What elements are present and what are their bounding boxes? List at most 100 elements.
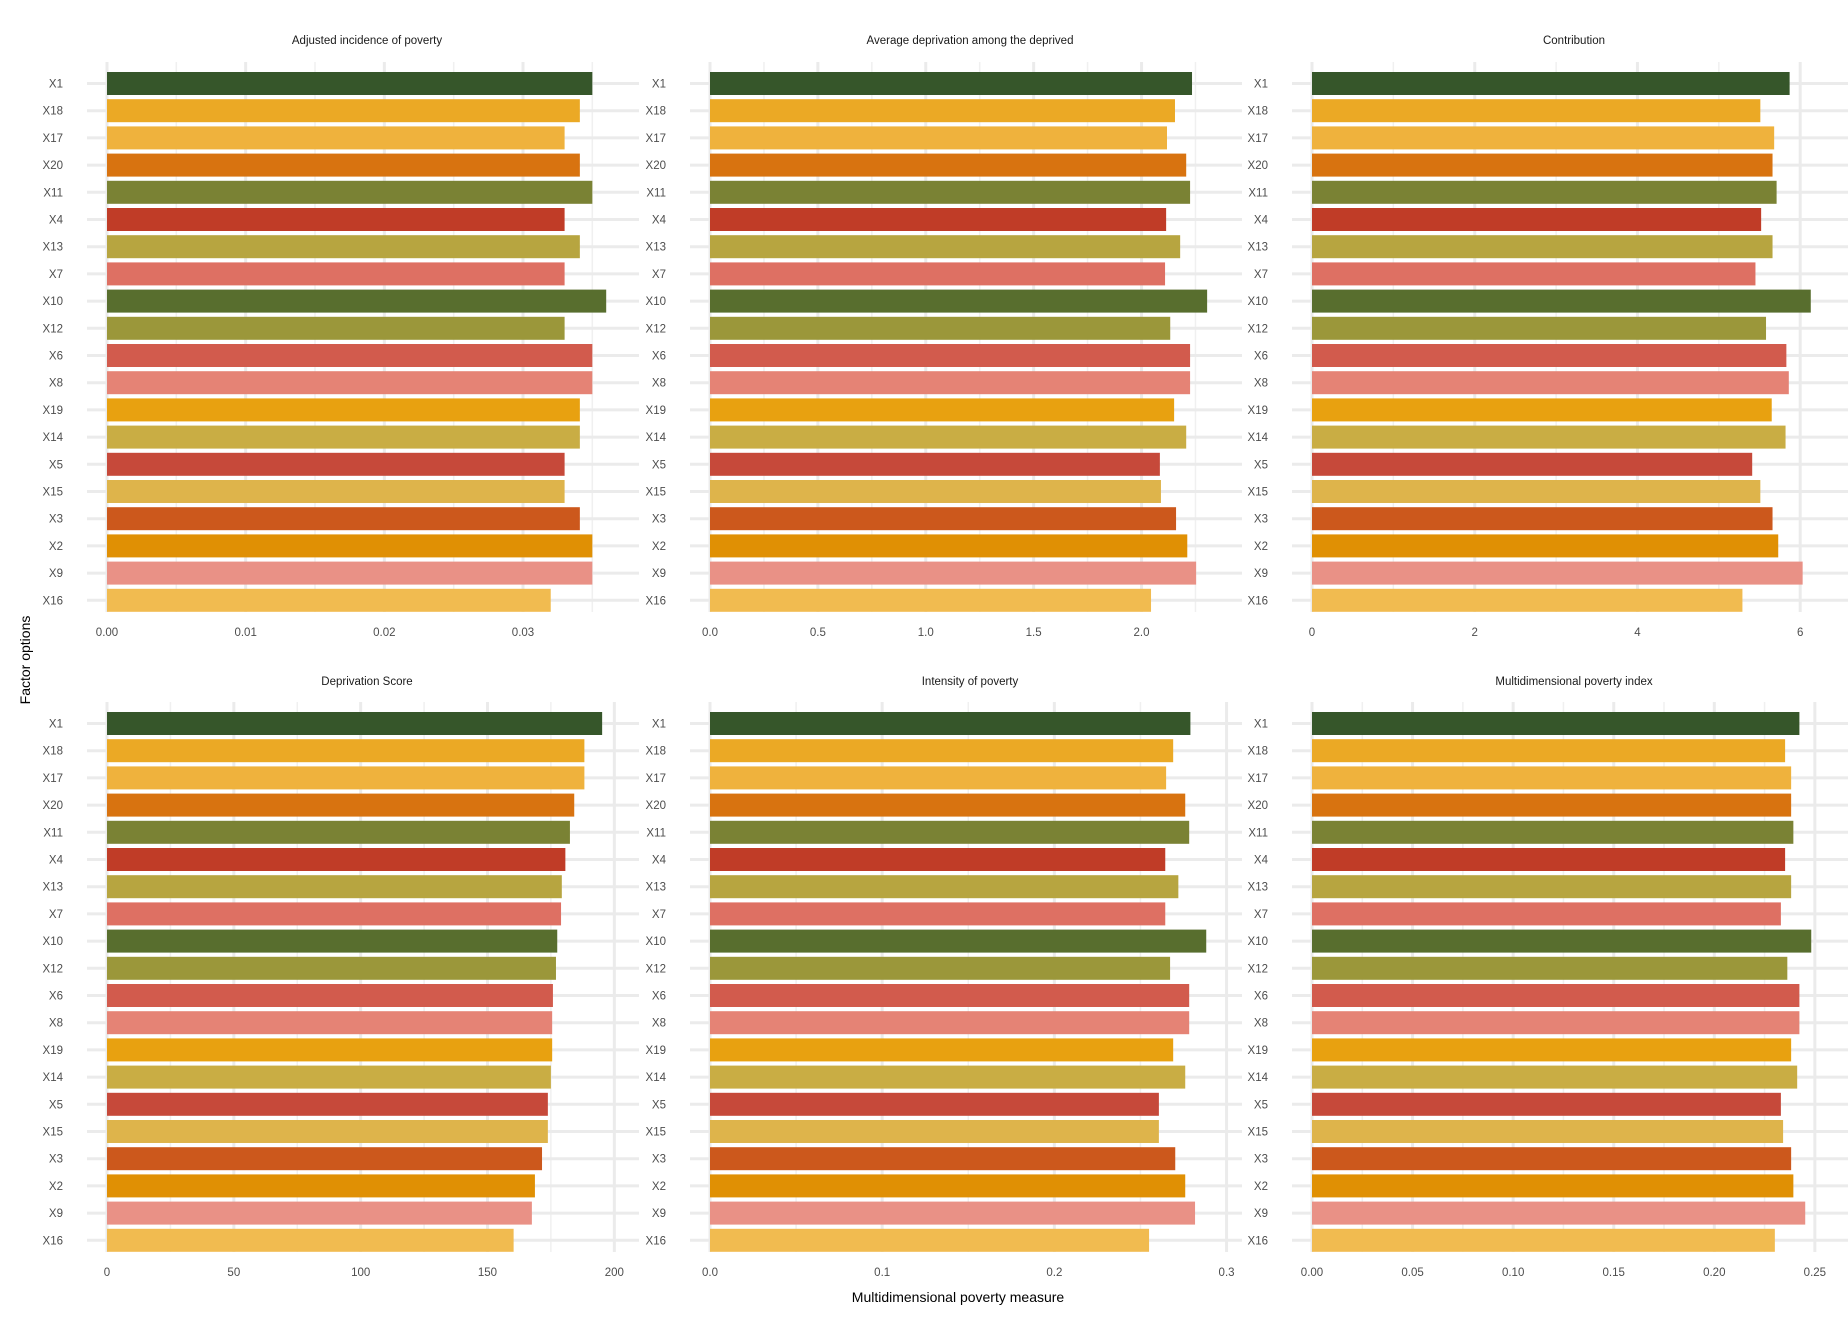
bar-X11 bbox=[1312, 180, 1777, 204]
category-label: X6 bbox=[1254, 991, 1268, 1003]
bar-X19 bbox=[107, 398, 580, 422]
category-label: X19 bbox=[1248, 1045, 1268, 1057]
bar-X3 bbox=[1312, 1147, 1792, 1171]
category-label: X4 bbox=[1254, 855, 1269, 867]
bar-X4 bbox=[107, 208, 565, 231]
panel-title: Intensity of poverty bbox=[922, 676, 1019, 688]
category-label: X5 bbox=[652, 1099, 666, 1111]
category-label: X20 bbox=[43, 800, 63, 812]
bar-X20 bbox=[1312, 793, 1792, 817]
bar-X15 bbox=[107, 480, 565, 503]
category-label: X6 bbox=[49, 351, 63, 363]
bar-X6 bbox=[1312, 984, 1800, 1007]
category-label: X12 bbox=[43, 323, 63, 335]
bar-X15 bbox=[1312, 480, 1761, 503]
category-label: X12 bbox=[1248, 963, 1268, 975]
category-label: X18 bbox=[43, 746, 63, 758]
x-tick-label: 0.2 bbox=[1046, 1267, 1062, 1279]
category-label: X18 bbox=[43, 106, 63, 118]
bar-X15 bbox=[710, 1120, 1159, 1143]
category-label: X1 bbox=[652, 719, 666, 731]
bar-X14 bbox=[710, 1065, 1186, 1089]
x-tick-label: 0.01 bbox=[234, 627, 256, 639]
bar-X5 bbox=[107, 1092, 548, 1116]
bar-X13 bbox=[1312, 235, 1773, 259]
bar-X1 bbox=[107, 712, 603, 735]
bar-X14 bbox=[1312, 425, 1786, 449]
bar-X12 bbox=[107, 316, 565, 340]
bar-X5 bbox=[107, 452, 565, 476]
category-label: X10 bbox=[1248, 296, 1268, 308]
category-label: X16 bbox=[1248, 595, 1268, 607]
category-label: X12 bbox=[646, 963, 666, 975]
bar-X3 bbox=[1312, 507, 1773, 531]
x-tick-label: 0.05 bbox=[1401, 1267, 1423, 1279]
category-label: X15 bbox=[646, 487, 666, 499]
bar-X6 bbox=[710, 984, 1190, 1007]
category-label: X14 bbox=[43, 432, 64, 444]
category-label: X3 bbox=[49, 514, 63, 526]
bar-X12 bbox=[1312, 956, 1788, 980]
bar-X18 bbox=[710, 739, 1174, 763]
category-label: X3 bbox=[1254, 514, 1268, 526]
bar-X9 bbox=[1312, 1201, 1806, 1225]
category-label: X15 bbox=[43, 487, 63, 499]
bar-X18 bbox=[710, 99, 1175, 123]
bar-X5 bbox=[1312, 452, 1753, 476]
panel-title: Multidimensional poverty index bbox=[1495, 676, 1652, 688]
category-label: X15 bbox=[1248, 1127, 1268, 1139]
category-label: X2 bbox=[1254, 1181, 1268, 1193]
bar-X4 bbox=[1312, 208, 1762, 231]
x-tick-label: 0.20 bbox=[1703, 1267, 1725, 1279]
bar-X4 bbox=[107, 848, 566, 871]
category-label: X7 bbox=[1254, 909, 1268, 921]
category-label: X5 bbox=[1254, 459, 1268, 471]
category-label: X10 bbox=[646, 936, 666, 948]
y-axis-title: Factor options bbox=[17, 616, 33, 705]
category-label: X14 bbox=[1248, 432, 1269, 444]
x-tick-label: 0 bbox=[1309, 627, 1315, 639]
category-label: X4 bbox=[49, 215, 64, 227]
bar-X2 bbox=[1312, 1174, 1794, 1198]
bar-X17 bbox=[1312, 126, 1775, 150]
panel-title: Contribution bbox=[1543, 35, 1605, 47]
category-label: X7 bbox=[49, 269, 63, 281]
bar-X20 bbox=[1312, 153, 1773, 177]
category-label: X4 bbox=[652, 855, 667, 867]
bar-X11 bbox=[710, 820, 1190, 844]
bar-X7 bbox=[710, 902, 1166, 926]
category-label: X17 bbox=[43, 133, 63, 145]
category-label: X19 bbox=[646, 1045, 666, 1057]
category-label: X14 bbox=[43, 1072, 64, 1084]
category-label: X2 bbox=[652, 1181, 666, 1193]
bar-X2 bbox=[107, 1174, 535, 1198]
bar-X6 bbox=[1312, 344, 1787, 367]
bar-X9 bbox=[710, 1201, 1196, 1225]
bar-X7 bbox=[107, 902, 562, 926]
panel-1: Adjusted incidence of povertyX1X18X17X20… bbox=[43, 35, 639, 639]
category-label: X20 bbox=[1248, 800, 1268, 812]
x-tick-label: 0.00 bbox=[96, 627, 118, 639]
x-tick-label: 50 bbox=[227, 1267, 240, 1279]
category-label: X3 bbox=[1254, 1154, 1268, 1166]
category-label: X6 bbox=[652, 351, 666, 363]
bar-X13 bbox=[710, 235, 1181, 259]
panel-2: Average deprivation among the deprived X1… bbox=[646, 35, 1242, 639]
bar-X11 bbox=[107, 820, 570, 844]
panels-container: Adjusted incidence of povertyX1X18X17X20… bbox=[43, 35, 1848, 1279]
category-label: X15 bbox=[43, 1127, 63, 1139]
x-tick-label: 150 bbox=[478, 1267, 497, 1279]
bar-X9 bbox=[1312, 561, 1803, 585]
bar-X13 bbox=[710, 875, 1179, 899]
category-label: X20 bbox=[1248, 160, 1268, 172]
category-label: X11 bbox=[646, 187, 666, 199]
category-label: X17 bbox=[646, 133, 666, 145]
bar-X11 bbox=[107, 180, 593, 204]
category-label: X6 bbox=[49, 991, 63, 1003]
bar-X14 bbox=[107, 1065, 551, 1089]
category-label: X5 bbox=[652, 459, 666, 471]
x-axis-title: Multidimensional poverty measure bbox=[852, 1289, 1065, 1305]
category-label: X7 bbox=[652, 269, 666, 281]
category-label: X8 bbox=[1254, 378, 1268, 390]
x-tick-label: 1.0 bbox=[918, 627, 934, 639]
